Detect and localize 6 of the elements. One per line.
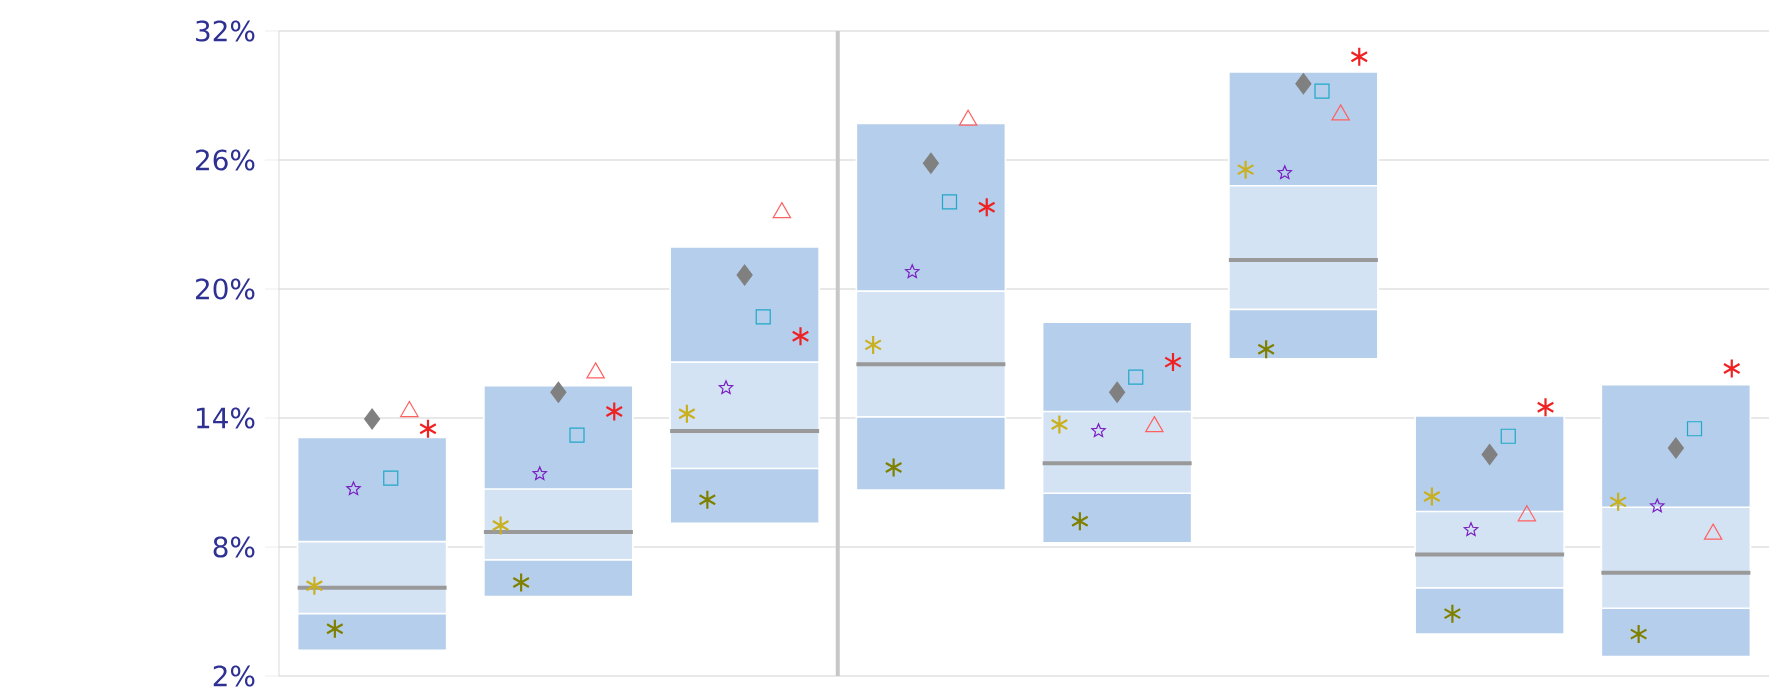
y-tick-label: 26% <box>195 149 255 171</box>
y-tick-label: 14% <box>197 407 255 429</box>
y-tick-label: 2% <box>213 665 255 687</box>
y-tick-label: 8% <box>213 536 255 558</box>
y-tick-label: 20% <box>195 278 255 300</box>
y-tick-label: 32% <box>196 20 255 42</box>
